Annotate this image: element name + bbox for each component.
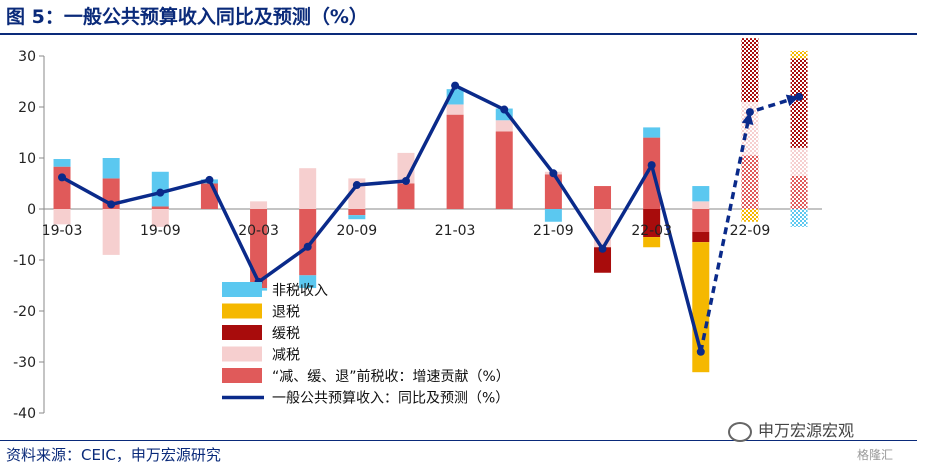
bar-cut [250, 201, 268, 209]
bar-pretax [495, 131, 513, 209]
line-point [303, 242, 312, 251]
line-point [58, 173, 67, 182]
legend-label: 非税收入 [272, 283, 328, 299]
legend-swatch-nontax [222, 282, 262, 297]
bar-nontax [299, 275, 317, 289]
bar-defer [594, 247, 612, 273]
wechat-icon [728, 421, 752, 442]
bar-refund [643, 237, 661, 248]
line-point [696, 347, 705, 356]
chart-title: 图 5：一般公共预算收入同比及预测（%） [6, 6, 368, 28]
line-point [401, 176, 410, 185]
bar-pretax [643, 137, 661, 209]
ticks-layer: -40 -30 -20 -10 0 10 20 30 19-03 19-09 20-03 20-09 2… [13, 49, 770, 422]
bar-nontax [102, 158, 120, 179]
x-tick-label: 21-09 [533, 223, 574, 239]
bar-pretax [299, 209, 317, 276]
bar-refund [790, 50, 808, 59]
x-tick-label: 19-03 [42, 223, 83, 239]
bar-pretax [790, 175, 808, 209]
y-tick-label: 20 [18, 100, 36, 116]
y-tick-label: -40 [13, 406, 36, 422]
bar-pretax [397, 183, 415, 209]
bar-pretax [594, 186, 612, 209]
bar-defer [741, 38, 759, 102]
line-point [647, 161, 656, 170]
bar-nontax [544, 209, 562, 222]
bar-nontax [53, 159, 71, 167]
line-point [156, 188, 165, 197]
bar-cut [692, 201, 710, 209]
legend-swatch-refund [222, 303, 262, 319]
bar-pretax [151, 206, 169, 209]
line-point [500, 105, 509, 114]
source-note: 资料来源：CEIC，申万宏源研究 [6, 446, 221, 464]
bar-nontax [790, 209, 808, 227]
legend-swatch-defer [222, 325, 262, 340]
watermark: 申万宏源宏观 [728, 417, 854, 442]
legend-swatch-pretax [222, 368, 262, 383]
bar-refund [741, 209, 759, 222]
y-tick-label: 30 [18, 49, 36, 65]
x-tick-label: 20-09 [336, 223, 377, 239]
y-tick-label: 0 [27, 202, 36, 218]
x-tick-label: 22-03 [631, 223, 672, 239]
bar-cut [594, 209, 612, 248]
line-point [549, 169, 558, 178]
bar-pretax [348, 209, 366, 216]
bar-nontax [643, 127, 661, 138]
bar-defer [643, 209, 661, 238]
bar-cut [151, 209, 169, 227]
bar-cut [299, 168, 317, 209]
line-point [352, 181, 361, 190]
legend-label: 减税 [272, 348, 300, 364]
bar-defer [790, 58, 808, 148]
x-tick-label: 22-09 [730, 223, 771, 239]
bar-nontax [495, 108, 513, 121]
x-tick-label: 20-03 [238, 223, 279, 239]
legend-label: “减、缓、退”前税收：增速贡献（%） [272, 368, 510, 385]
bar-nontax [348, 215, 366, 220]
legend-label: 缓税 [272, 326, 300, 342]
line-point [107, 200, 116, 209]
line-actual [61, 83, 703, 353]
y-tick-label: -30 [13, 355, 36, 371]
bar-pretax [446, 114, 464, 209]
bar-defer [692, 231, 710, 243]
bar-nontax [692, 186, 710, 202]
forecast-arrowhead [785, 94, 800, 107]
bar-pretax [741, 155, 759, 209]
bar-cut [741, 101, 759, 156]
watermark-sub: 格隆汇 [857, 448, 894, 462]
legend-swatch-cut [222, 346, 262, 362]
y-tick-label: 10 [18, 151, 36, 167]
bar-cut [790, 147, 808, 176]
title-rule [0, 33, 917, 35]
bar-cut [102, 209, 120, 255]
x-tick-label: 21-03 [435, 223, 476, 239]
line-point [451, 81, 460, 90]
line-point [205, 175, 214, 184]
watermark-text: 申万宏源宏观 [758, 421, 855, 440]
y-tick-label: -20 [13, 304, 36, 320]
line-point [598, 244, 607, 253]
forecast-arrowhead [741, 112, 754, 126]
y-tick-label: -10 [13, 253, 36, 269]
legend-label: 退税 [272, 305, 300, 321]
legend-label: 一般公共预算收入：同比及预测（%） [272, 391, 509, 407]
bar-cut [495, 120, 513, 132]
x-tick-label: 19-09 [140, 223, 181, 239]
bar-cut [53, 209, 71, 225]
bar-pretax [250, 209, 268, 289]
line-layer [58, 81, 804, 356]
source-rule [0, 440, 917, 441]
bar-pretax [692, 209, 710, 232]
bar-pretax [53, 166, 71, 209]
bar-cut [446, 104, 464, 115]
